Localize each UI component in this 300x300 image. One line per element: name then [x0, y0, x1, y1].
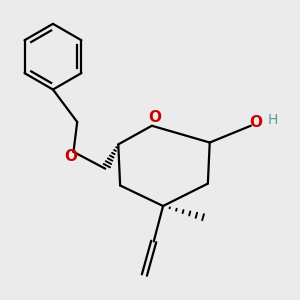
Text: O: O — [249, 115, 262, 130]
Text: H: H — [268, 113, 278, 127]
Text: O: O — [64, 149, 77, 164]
Text: O: O — [148, 110, 161, 125]
